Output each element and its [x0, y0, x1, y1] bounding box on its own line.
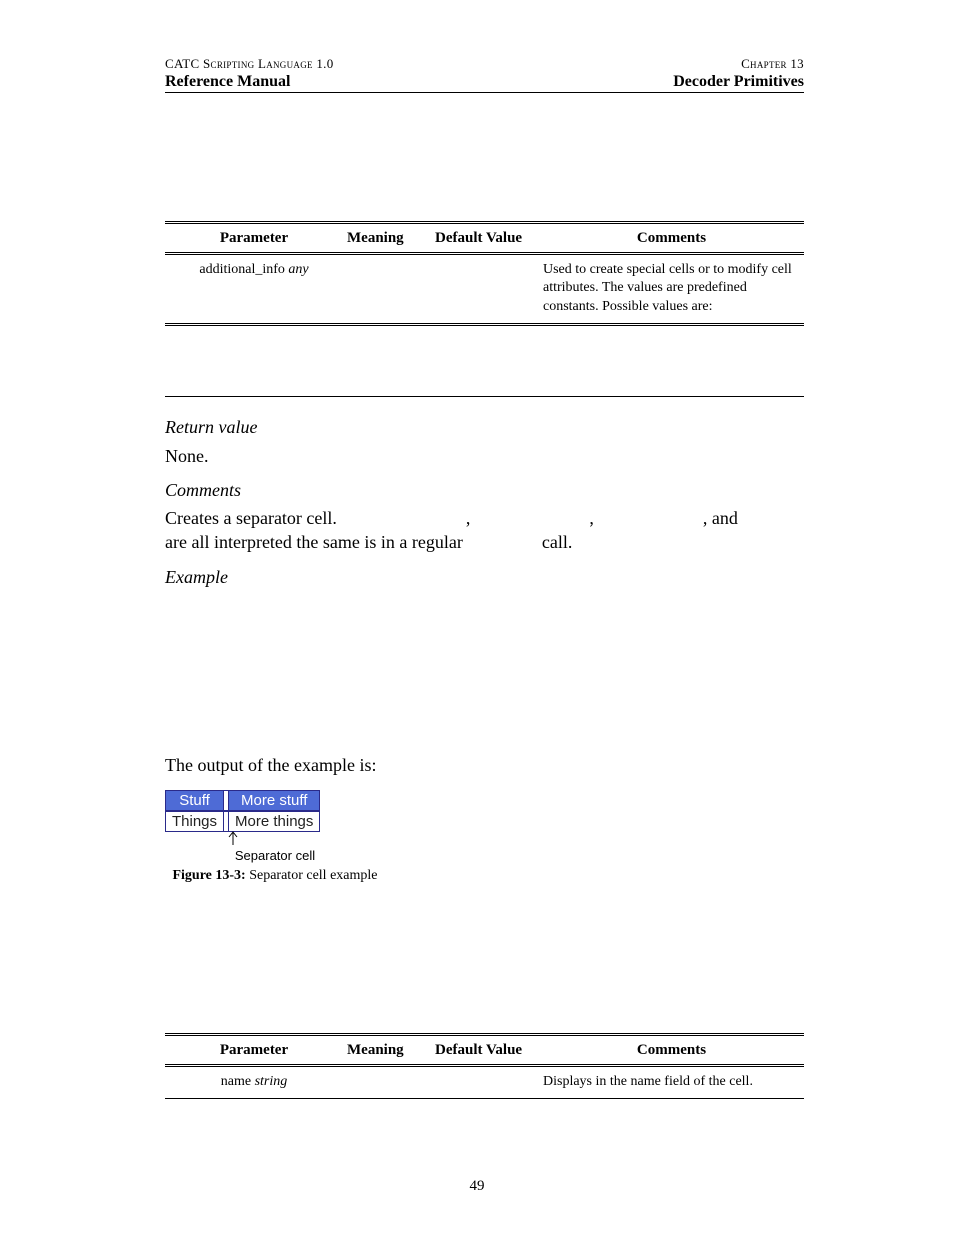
t1-head-default: Default Value [431, 222, 539, 253]
comments-frag-2: , [466, 508, 471, 528]
t1-spacer [165, 325, 804, 397]
output-caption: The output of the example is: [165, 755, 804, 776]
header-bold-right: Decoder Primitives [673, 73, 804, 91]
arrow-up-icon [227, 830, 239, 846]
t1-head-comments: Comments [539, 222, 804, 253]
t1-meaning-cell [343, 253, 431, 325]
figure-table: Stuff More stuff Things More things [165, 790, 320, 832]
page: CATC Scripting Language 1.0 Chapter 13 R… [0, 0, 954, 1235]
t1-head-meaning: Meaning [343, 222, 431, 253]
example-code-gap [165, 589, 804, 749]
parameter-table-1: Parameter Meaning Default Value Comments… [165, 221, 804, 398]
fig-cell-b2: More things [228, 811, 320, 832]
running-header: CATC Scripting Language 1.0 Chapter 13 R… [165, 56, 804, 93]
comments-body: Creates a separator cell. , , , and are … [165, 506, 804, 555]
header-bold-left: Reference Manual [165, 73, 290, 91]
parameter-table-2: Parameter Meaning Default Value Comments… [165, 1033, 804, 1099]
t1-param-name: additional_info [199, 262, 285, 277]
header-top-right: Chapter 13 [741, 56, 804, 72]
gap-before-table2 [165, 885, 804, 1033]
example-heading: Example [165, 565, 804, 589]
figure-caption-bold: Figure 13-3: [172, 868, 245, 883]
t2-meaning-cell [343, 1066, 431, 1099]
fig-cell-h2: More stuff [228, 790, 320, 811]
figure-caption: Figure 13-3: Separator cell example [165, 867, 385, 885]
t2-comments-cell: Displays in the name field of the cell. [539, 1066, 804, 1099]
comments-frag-6: call. [542, 532, 572, 552]
t2-head-parameter: Parameter [165, 1035, 343, 1066]
comments-frag-1: Creates a separator cell. [165, 508, 337, 528]
return-value-heading: Return value [165, 415, 804, 439]
comments-frag-5: are all interpreted the same is in a reg… [165, 532, 463, 552]
page-number: 49 [0, 1178, 954, 1195]
t2-param-name: name [221, 1074, 251, 1089]
figure-caption-rest: Separator cell example [249, 868, 377, 883]
figure-pointer-label: Separator cell [165, 848, 385, 863]
t1-param-cell: additional_info any [165, 253, 343, 325]
comments-heading: Comments [165, 478, 804, 502]
fig-cell-h1: Stuff [165, 790, 224, 811]
t2-param-type: string [255, 1074, 288, 1089]
t2-head-comments: Comments [539, 1035, 804, 1066]
header-top-left: CATC Scripting Language 1.0 [165, 56, 334, 72]
t2-default-cell [431, 1066, 539, 1099]
t2-head-meaning: Meaning [343, 1035, 431, 1066]
t1-comments-cell: Used to create special cells or to modif… [539, 253, 804, 325]
t2-param-cell: name string [165, 1066, 343, 1099]
t1-head-parameter: Parameter [165, 222, 343, 253]
t1-param-type: any [288, 262, 308, 277]
comments-frag-4: , and [703, 508, 738, 528]
figure-arrow [165, 832, 385, 848]
t1-default-cell [431, 253, 539, 325]
t2-head-default: Default Value [431, 1035, 539, 1066]
body-text: Return value None. Comments Creates a se… [165, 415, 804, 589]
comments-frag-3: , [589, 508, 594, 528]
fig-cell-b1: Things [165, 811, 224, 832]
return-value-body: None. [165, 444, 804, 468]
figure-13-3: Stuff More stuff Things More things Sepa… [165, 790, 385, 885]
